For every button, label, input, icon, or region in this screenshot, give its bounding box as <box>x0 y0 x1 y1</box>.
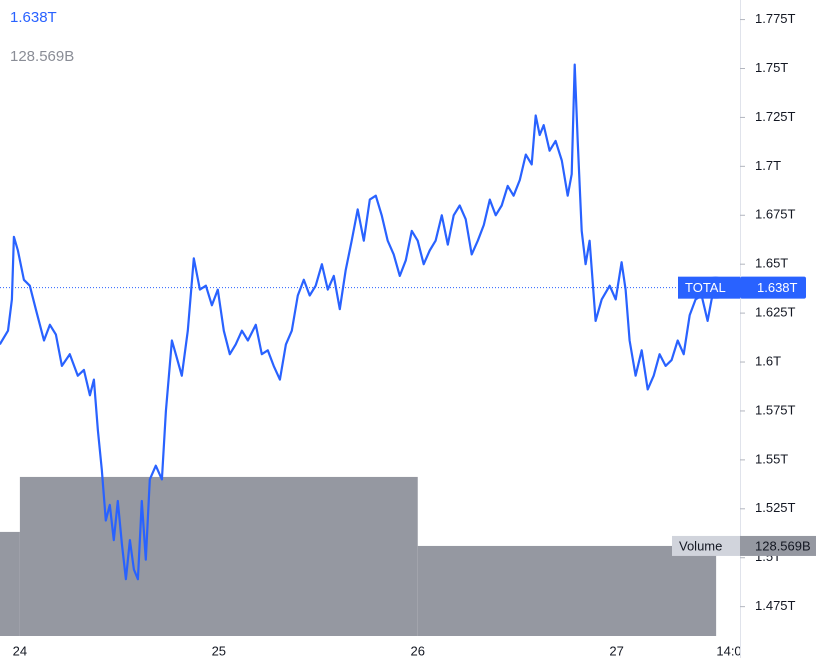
y-tick-label: 1.725T <box>755 109 796 124</box>
x-tick-label: 27 <box>609 643 623 658</box>
x-tick-label: 26 <box>411 643 425 658</box>
volume-name-badge <box>672 535 740 556</box>
series-badge <box>678 276 740 299</box>
legend-price: 1.638T <box>10 9 57 26</box>
y-tick-label: 1.575T <box>755 402 796 417</box>
plot-area: 24 25 26 27 14:00 <box>0 63 749 658</box>
volume-bar <box>417 545 717 636</box>
x-tick-label: 25 <box>212 643 226 658</box>
y-tick-label: 1.55T <box>755 451 788 466</box>
volume-bar <box>19 476 418 636</box>
y-tick-label: 1.625T <box>755 305 796 320</box>
x-tick-label: 24 <box>13 643 27 658</box>
x-tick-label: 14:00 <box>716 643 749 658</box>
y-tick-label: 1.65T <box>755 256 788 271</box>
y-tick-label: 1.7T <box>755 158 781 173</box>
price-badge-label: 1.638T <box>757 280 798 295</box>
price-badge <box>740 276 806 299</box>
y-tick-label: 1.75T <box>755 60 788 75</box>
volume-bar <box>0 531 20 636</box>
y-tick-label: 1.775T <box>755 11 796 26</box>
series-name: TOTAL <box>685 280 726 295</box>
volume-name: Volume <box>679 538 722 553</box>
y-tick-label: 1.6T <box>755 353 781 368</box>
legend-volume: 128.569B <box>10 48 74 65</box>
y-tick-label: 1.475T <box>755 598 796 613</box>
volume-badge <box>740 535 816 556</box>
price-axis: 1.475T1.5T1.525T1.55T1.575T1.6T1.625T1.6… <box>672 0 816 658</box>
y-tick-label: 1.675T <box>755 207 796 222</box>
volume-badge-label: 128.569B <box>755 538 811 553</box>
price-line <box>0 63 717 581</box>
y-tick-label: 1.525T <box>755 500 796 515</box>
